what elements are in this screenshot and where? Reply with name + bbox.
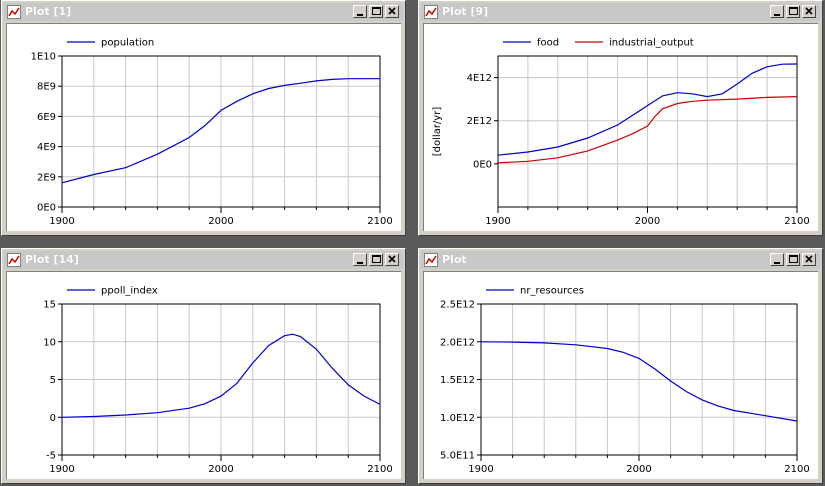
legend-label: nr_resources [520,286,584,297]
y-tick-label: 0E0 [37,203,56,214]
maximize-icon [789,255,798,263]
series-line-industrial-output [497,96,798,164]
y-tick-label: 5 [50,375,56,386]
plot-frame [61,55,381,208]
plot-area[interactable]: -5 0 5 10 15 1900 2000 2100 ppoll_index [6,271,401,479]
plot-area[interactable]: 5.0E11 1.0E12 1.5E12 2.0E12 2.5E12 1900 2000 21… [423,271,818,479]
x-tick-label: 2000 [208,464,233,475]
legend-label: industrial_output [609,38,694,49]
x-tick-label: 2100 [784,464,809,475]
x-tick-label: 1900 [468,464,493,475]
title-bar[interactable]: Plot [9] [421,3,820,21]
minimize-icon [774,14,780,16]
series-line-food [497,63,798,156]
y-tick-label: 1E10 [31,52,56,63]
x-tick-label: 2000 [635,216,660,227]
y-tick-label: 2E9 [37,172,56,183]
x-tick-label: 2100 [784,216,809,227]
y-tick-label: 2E12 [467,116,492,127]
series-line-ppoll-index [61,333,381,418]
legend-label: food [537,38,559,49]
plot-app-icon [7,5,21,19]
y-tick-label: 0 [50,413,56,424]
y-tick-label: 1.0E12 [440,413,475,424]
y-tick-label: 6E9 [37,112,56,123]
minimize-button[interactable] [770,5,784,18]
food-industrial-chart[interactable]: 0E0 2E12 4E12 1900 2000 2100 [dollar/yr] food in… [424,24,821,234]
population-chart[interactable]: 0E0 2E9 4E9 6E9 8E9 1E10 1900 2000 2100 populatio… [7,24,404,234]
y-tick-label: 5.0E11 [440,451,475,462]
plot-app-icon [424,5,438,19]
close-button[interactable] [385,253,399,266]
x-tick-label: 2000 [626,464,651,475]
maximize-button[interactable] [369,5,383,18]
plot-area[interactable]: 0E0 2E12 4E12 1900 2000 2100 [dollar/yr] food in… [423,23,818,231]
plot-frame [497,55,798,208]
plot-window-1[interactable]: Plot [1] 0E0 2E9 4E9 6E9 8E9 1E10 1900 2000 2100… [1,0,406,236]
title-bar[interactable]: Plot [421,251,820,269]
title-bar[interactable]: Plot [1] [4,3,403,21]
y-tick-label: 4E12 [467,73,492,84]
series-line-population [61,78,380,184]
x-tick-label: 2000 [208,216,233,227]
x-tick-label: 1900 [49,464,74,475]
legend-label: ppoll_index [101,286,158,297]
minimize-button[interactable] [353,5,367,18]
y-tick-label: 4E9 [37,142,56,153]
close-button[interactable] [385,5,399,18]
y-tick-label: 8E9 [37,82,56,93]
maximize-button[interactable] [369,253,383,266]
minimize-button[interactable] [770,253,784,266]
x-tick-label: 1900 [49,216,74,227]
plot-app-icon [7,253,21,267]
minimize-button[interactable] [353,253,367,266]
y-tick-label: 15 [43,300,56,311]
plot-app-icon [424,253,438,267]
window-title: Plot [1] [25,5,72,18]
series-line-nr-resources [480,341,798,422]
window-title: Plot [9] [442,5,489,18]
y-tick-label: 0E0 [473,159,492,170]
plot-area[interactable]: 0E0 2E9 4E9 6E9 8E9 1E10 1900 2000 2100 populatio… [6,23,401,231]
window-title: Plot [14] [25,253,79,266]
y-tick-label: -5 [46,451,56,462]
plot-window-9[interactable]: Plot [9] 0E0 2E12 4E12 1900 2000 2100 [dollar/… [418,0,823,236]
plot-frame [480,303,798,456]
plot-frame [61,303,381,456]
nr-resources-chart[interactable]: 5.0E11 1.0E12 1.5E12 2.0E12 2.5E12 1900 2000 21… [424,272,821,482]
close-icon [805,7,813,15]
y-axis-label: [dollar/yr] [432,107,443,157]
close-button[interactable] [802,253,816,266]
x-tick-label: 1900 [485,216,510,227]
close-button[interactable] [802,5,816,18]
x-tick-label: 2100 [367,464,392,475]
close-icon [388,7,396,15]
close-icon [388,255,396,263]
minimize-icon [357,14,363,16]
maximize-button[interactable] [786,253,800,266]
window-title: Plot [442,253,467,266]
legend-label: population [101,38,154,49]
ppoll-index-chart[interactable]: -5 0 5 10 15 1900 2000 2100 ppoll_index [7,272,404,482]
maximize-icon [789,7,798,15]
y-tick-label: 10 [43,337,56,348]
minimize-icon [774,262,780,264]
title-bar[interactable]: Plot [14] [4,251,403,269]
maximize-button[interactable] [786,5,800,18]
y-tick-label: 1.5E12 [440,375,475,386]
plot-window-14[interactable]: Plot [14] -5 0 5 10 15 1900 2000 2100 ppoll_inde… [1,248,406,484]
minimize-icon [357,262,363,264]
maximize-icon [372,255,381,263]
x-tick-label: 2100 [367,216,392,227]
y-tick-label: 2.0E12 [440,337,475,348]
maximize-icon [372,7,381,15]
plot-window-resources[interactable]: Plot 5.0E11 1.0E12 1.5E12 2.0E12 2.5E12 1900 2… [418,248,823,484]
close-icon [805,255,813,263]
y-tick-label: 2.5E12 [440,300,475,311]
